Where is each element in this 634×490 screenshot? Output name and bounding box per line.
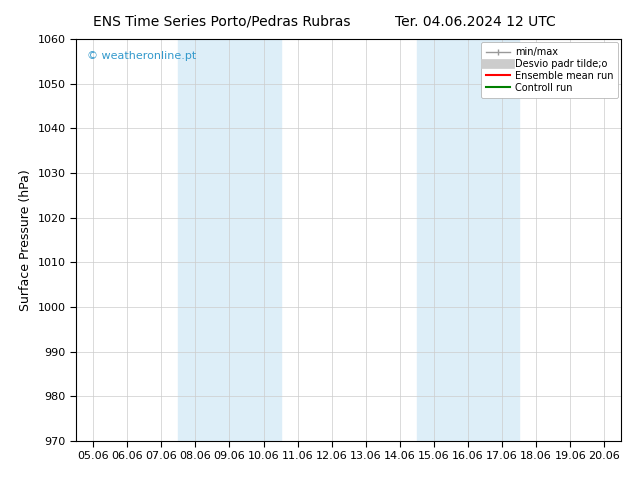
Legend: min/max, Desvio padr tilde;o, Ensemble mean run, Controll run: min/max, Desvio padr tilde;o, Ensemble m… xyxy=(481,42,618,98)
Text: Ter. 04.06.2024 12 UTC: Ter. 04.06.2024 12 UTC xyxy=(395,15,556,29)
Text: © weatheronline.pt: © weatheronline.pt xyxy=(87,51,197,61)
Text: ENS Time Series Porto/Pedras Rubras: ENS Time Series Porto/Pedras Rubras xyxy=(93,15,351,29)
Bar xyxy=(417,39,519,441)
Bar xyxy=(178,39,280,441)
Y-axis label: Surface Pressure (hPa): Surface Pressure (hPa) xyxy=(19,169,32,311)
